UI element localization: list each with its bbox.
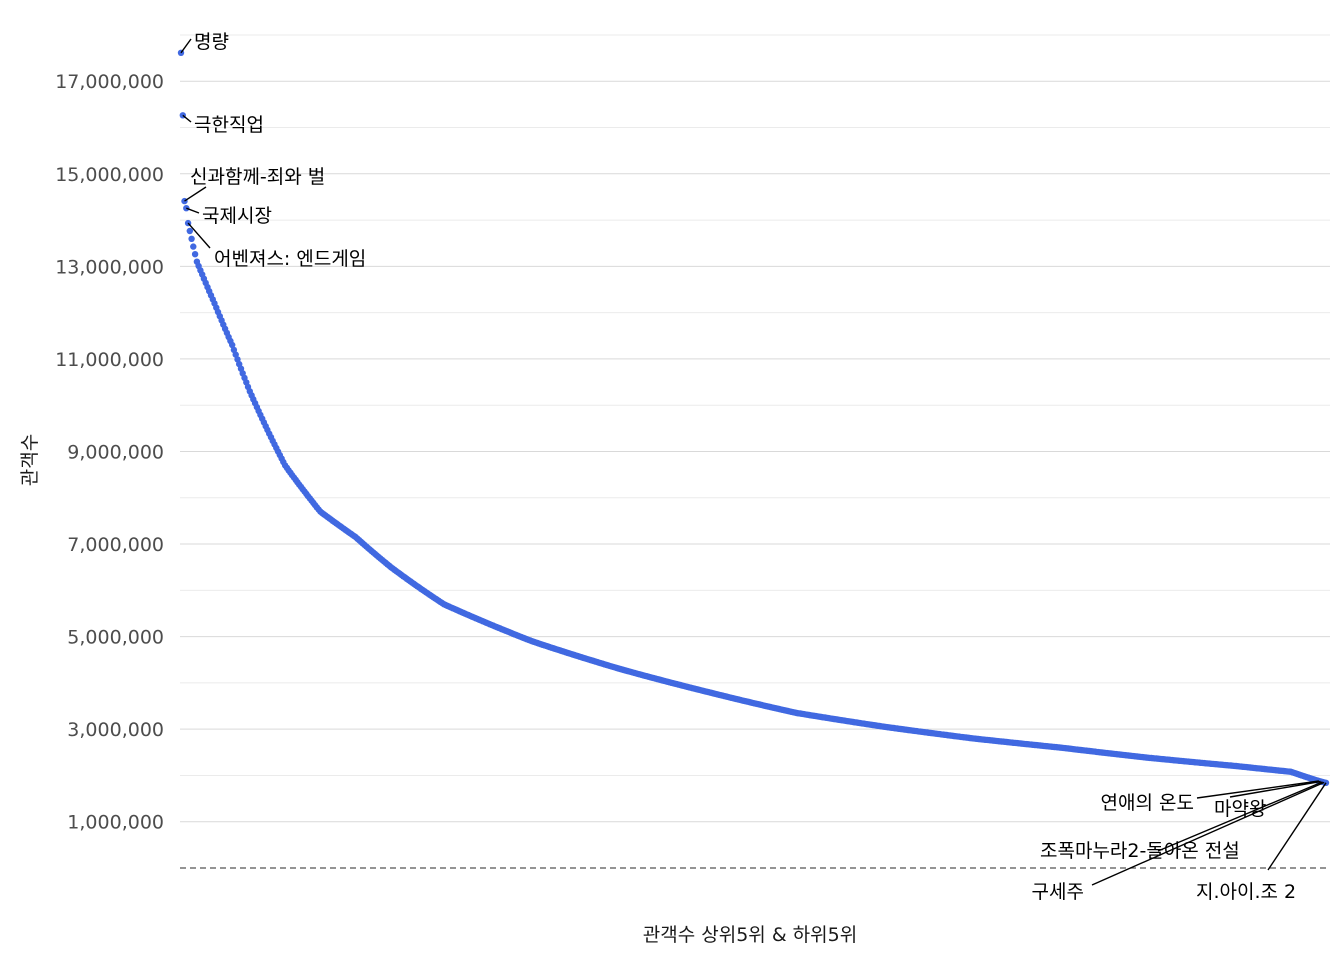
data-point bbox=[229, 341, 236, 349]
annotation-leader-line bbox=[187, 222, 211, 249]
annotation-leader-line bbox=[1091, 781, 1325, 886]
data-point bbox=[188, 235, 195, 242]
data-point bbox=[191, 251, 199, 258]
annotation-leader-line bbox=[1267, 782, 1327, 871]
y-tick-label: 1,000,000 bbox=[67, 812, 164, 834]
annotation-label: 지.아이.조 2 bbox=[1196, 881, 1296, 903]
y-tick-label: 9,000,000 bbox=[67, 441, 164, 463]
annotation-label: 국제시장 bbox=[202, 205, 272, 227]
annotation-leader-line bbox=[184, 186, 207, 202]
annotation-label: 구세주 bbox=[1032, 881, 1084, 903]
annotation-leader-line bbox=[180, 38, 192, 54]
y-tick-label: 15,000,000 bbox=[55, 164, 164, 186]
annotation-leader-line bbox=[1229, 780, 1321, 798]
data-point bbox=[190, 243, 197, 250]
y-tick-label: 3,000,000 bbox=[67, 719, 164, 741]
data-point bbox=[232, 351, 239, 358]
y-tick-label: 11,000,000 bbox=[55, 349, 164, 371]
annotation-leader-line bbox=[1157, 781, 1323, 852]
data-points-layer bbox=[177, 49, 1330, 786]
annotation-label: 어벤져스: 엔드게임 bbox=[214, 248, 366, 270]
y-tick-labels: 1,000,000 3,000,000 5,000,000 7,000,000 9,00… bbox=[55, 71, 164, 833]
annotation-leader-line bbox=[186, 207, 200, 214]
annotation-label: 조폭마누라2-돌아온 전설 bbox=[1040, 840, 1240, 862]
y-tick-label: 17,000,000 bbox=[55, 71, 164, 93]
x-axis-title: 관객수 상위5위 & 하위5위 bbox=[643, 924, 857, 946]
y-tick-label: 7,000,000 bbox=[67, 534, 164, 556]
annotation-label: 극한직업 bbox=[194, 114, 264, 136]
annotation-label: 마약왕 bbox=[1214, 798, 1266, 820]
y-tick-label: 5,000,000 bbox=[67, 627, 164, 649]
y-tick-label: 13,000,000 bbox=[55, 256, 164, 278]
annotation-leader-line bbox=[182, 114, 192, 123]
annotation-label: 연애의 온도 bbox=[1101, 792, 1194, 814]
annotation-leader-line bbox=[1196, 780, 1319, 799]
annotation-label: 신과함께-죄와 벌 bbox=[190, 166, 325, 188]
grid-layer bbox=[180, 34, 1330, 823]
annotation-label: 명량 bbox=[194, 31, 229, 53]
data-point bbox=[186, 227, 193, 235]
y-axis-title: 관객수 bbox=[19, 434, 41, 486]
